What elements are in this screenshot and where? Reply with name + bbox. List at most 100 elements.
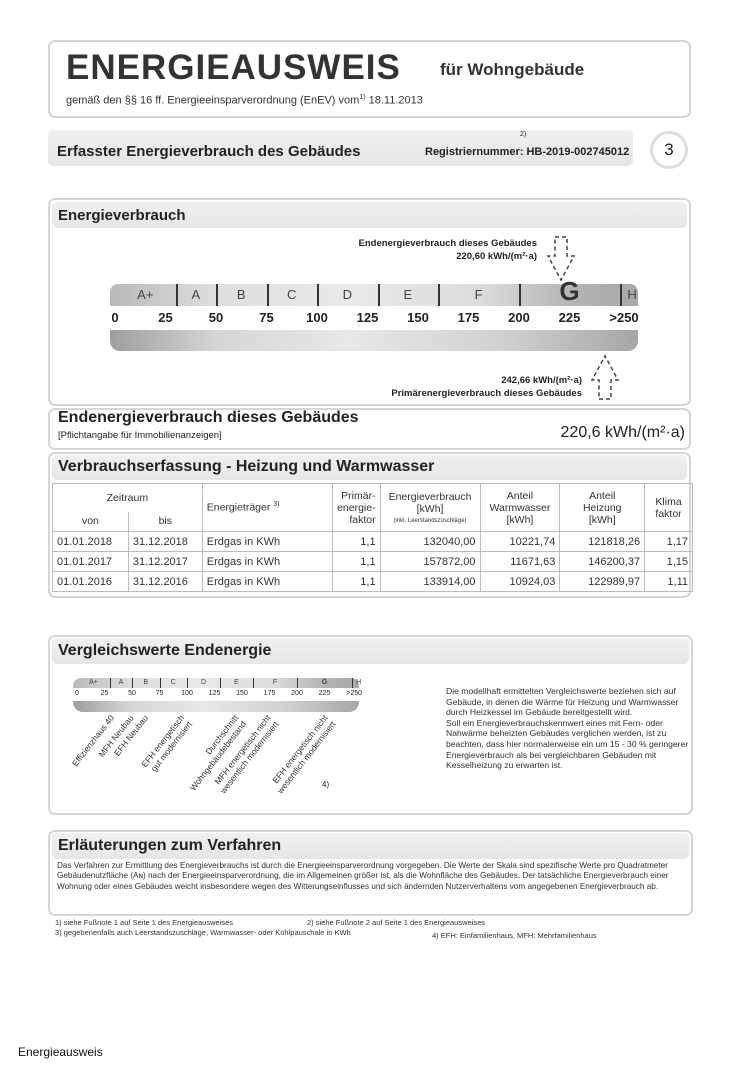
energy-class-h: H — [356, 679, 362, 686]
class-divider — [620, 284, 622, 306]
document-title: ENERGIEAUSWEIS — [66, 48, 401, 87]
end-energy-marker-label: Endenergieverbrauch dieses Gebäudes 220,… — [359, 237, 537, 263]
vergleich-title: Vergleichswerte Endenergie — [58, 642, 272, 659]
energy-class-c: C — [170, 679, 176, 686]
class-divider — [352, 678, 353, 688]
legal-date: 18.11.2013 — [368, 94, 423, 107]
class-divider — [110, 678, 111, 688]
table-cell: 11671,63 — [479, 551, 561, 572]
table-cell: Erdgas in KWh — [201, 551, 334, 572]
class-divider — [317, 284, 319, 306]
endenergie-value: 220,6 kWh/(m²·a) — [560, 424, 685, 441]
energy-class-a: A — [191, 287, 201, 302]
page-number: 3 — [650, 131, 688, 169]
footnote-1: 1) siehe Fußnote 1 auf Seite 1 des Energ… — [55, 918, 234, 927]
energieverbrauch-title: Energieverbrauch — [58, 207, 186, 224]
primary-energy-label: Primärenergieverbrauch dieses Gebäudes — [391, 388, 582, 399]
legal-basis: gemäß den §§ 16 ff. Energieeinsparverord… — [66, 94, 423, 107]
header-box — [48, 40, 691, 118]
energy-class-aplus: A+ — [137, 287, 154, 302]
scale-tick: 75 — [155, 690, 164, 697]
class-divider — [132, 678, 133, 688]
primary-energy-value: 242,66 kWh/(m²·a) — [501, 375, 582, 386]
table-cell: 157872,00 — [379, 551, 481, 572]
energy-class-e: E — [403, 287, 413, 302]
scale-tick: 200 — [508, 310, 530, 325]
endenergie-note: [Pflichtangabe für Immobilienanzeigen] — [58, 430, 222, 441]
comparison-footnote: 4) — [322, 780, 330, 789]
scale-tick: >250 — [609, 310, 639, 325]
class-divider — [297, 678, 298, 688]
col-klima: Klima faktor — [644, 483, 693, 532]
energy-class-b: B — [143, 679, 149, 686]
primary-scale — [110, 330, 638, 351]
class-divider — [377, 284, 380, 306]
table-cell: 133914,00 — [379, 571, 481, 592]
footnote-2: 2) siehe Fußnote 2 auf Seite 1 des Energ… — [307, 918, 486, 927]
energy-class-f: F — [272, 679, 278, 686]
table-cell: 01.01.2018 — [52, 531, 129, 552]
scale-tick: 125 — [208, 690, 221, 697]
scale-tick: 150 — [236, 690, 248, 697]
primary-energy-marker-label: 242,66 kWh/(m²·a) Primärenergieverbrauch… — [391, 374, 582, 400]
scale-tick: 175 — [263, 690, 276, 697]
col-heizung: Anteil Heizung [kWh] — [559, 483, 646, 532]
table-row: 01.01.2017 31.12.2017 Erdgas in KWh 1,1 1578… — [52, 551, 693, 572]
energy-class-h: H — [627, 287, 637, 302]
scale-tick: 50 — [208, 310, 224, 325]
comparison-text: Die modellhaft ermittelten Vergleichswer… — [446, 686, 689, 771]
col-energietraeger: Energieträger 3) — [201, 483, 334, 532]
class-divider — [519, 284, 521, 306]
footnote-4: 4) EFH: Einfamilienhaus, MFH: Mehrfamili… — [432, 931, 597, 940]
table-cell: 122989,97 — [559, 571, 646, 592]
energy-class-g: G — [559, 276, 580, 306]
erlaeuterung-title: Erläuterungen zum Verfahren — [58, 837, 282, 854]
scale-tick: 25 — [158, 310, 173, 325]
scale-tick: 0 — [111, 310, 119, 325]
class-divider — [216, 284, 218, 306]
registration-number: Registriernummer: HB-2019-002745012 — [425, 146, 630, 158]
vergleich-header — [52, 638, 689, 664]
class-divider — [438, 284, 441, 306]
footnote-3: 3) gegebenenfalls auch Leerstandszuschlä… — [55, 928, 351, 937]
class-divider — [220, 678, 221, 688]
table-cell: 1,1 — [332, 551, 381, 572]
vergleich-box — [48, 635, 693, 815]
col-verbrauch-label: Energieverbrauch [kWh] — [388, 491, 472, 515]
page-caption: Energieausweis — [18, 1045, 103, 1059]
scale-tick: 100 — [181, 690, 193, 697]
endenergie-box — [48, 408, 691, 450]
energy-class-d: D — [342, 287, 352, 302]
col-verbrauch: Energieverbrauch [kWh] (inkl. Leerstandsz… — [379, 483, 481, 532]
table-cell: 132040,00 — [379, 531, 481, 552]
table-cell: 146200,37 — [559, 551, 646, 572]
col-warmwasser: Anteil Warmwasser [kWh] — [479, 483, 561, 532]
table-row: 01.01.2016 31.12.2016 Erdgas in KWh 1,1 1339… — [52, 571, 693, 592]
table-cell: Erdgas in KWh — [201, 531, 334, 552]
class-divider — [266, 284, 269, 306]
comparison-scale-ticks: 0 25 50 75 100 125 150 175 200 225 >250 — [0, 690, 733, 700]
consumption-table: Zeitraum Energieträger 3) Primär- energi… — [52, 483, 693, 592]
table-cell: 01.01.2017 — [52, 551, 129, 572]
energieverbrauch-header — [52, 202, 687, 228]
table-cell: 1,11 — [644, 571, 693, 592]
end-energy-label: Endenergieverbrauch dieses Gebäudes — [358, 238, 537, 249]
table-cell: 121818,26 — [559, 531, 646, 552]
scale-tick: 25 — [100, 690, 109, 697]
table-cell: 10924,03 — [479, 571, 561, 592]
table-cell: 31.12.2017 — [127, 551, 203, 572]
scale-tick: 75 — [259, 310, 274, 325]
section-bar — [48, 130, 633, 166]
table-cell: 1,1 — [332, 531, 381, 552]
energy-class-c: C — [287, 287, 297, 302]
table-cell: 01.01.2016 — [52, 571, 129, 592]
table-cell: Erdgas in KWh — [201, 571, 334, 592]
table-row: 01.01.2018 31.12.2018 Erdgas in KWh 1,1 1320… — [52, 531, 693, 552]
scale-tick: 225 — [558, 310, 581, 325]
table-cell: 1,15 — [644, 551, 693, 572]
scale-ticks: 0 25 50 75 100 125 150 175 200 225 >250 — [0, 310, 733, 328]
scale-tick: 100 — [306, 310, 328, 325]
scale-tick: 125 — [356, 310, 379, 325]
table-cell: 31.12.2016 — [127, 571, 203, 592]
energy-class-aplus: A+ — [89, 679, 98, 686]
